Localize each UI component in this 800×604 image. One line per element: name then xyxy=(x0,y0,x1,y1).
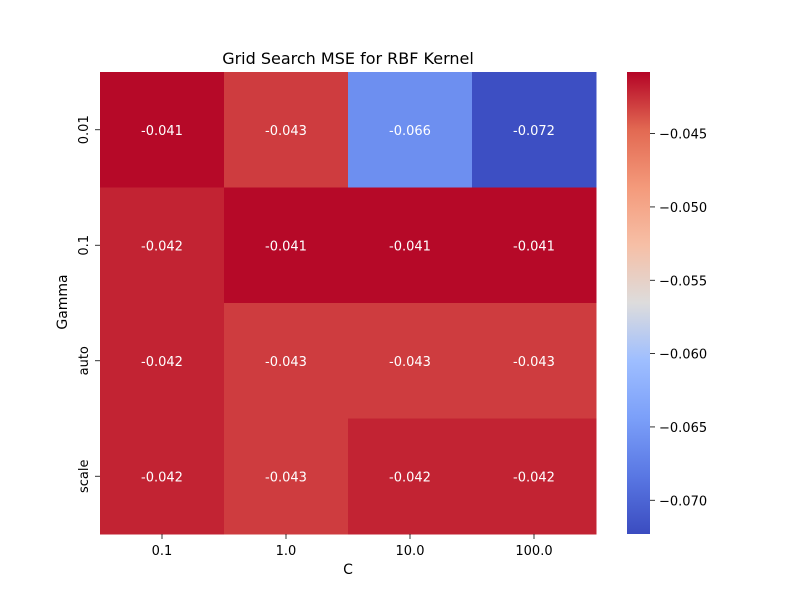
cell-value-label: -0.043 xyxy=(265,355,307,370)
heatmap-cell xyxy=(472,303,597,419)
heatmap-cell xyxy=(348,418,473,535)
colorbar-tick-label: −0.065 xyxy=(659,421,707,436)
heatmap-cell xyxy=(100,418,225,535)
heatmap-cells xyxy=(100,72,597,535)
heatmap-cell xyxy=(224,303,349,419)
colorbar-tick-label: −0.050 xyxy=(659,201,707,216)
cell-value-label: -0.042 xyxy=(513,470,555,485)
cell-value-label: -0.041 xyxy=(141,124,183,139)
y-axis-label: Gamma xyxy=(55,274,71,329)
heatmap-cell xyxy=(348,303,473,419)
heatmap-cell xyxy=(100,187,225,304)
x-tick-label: 1.0 xyxy=(276,544,297,559)
x-axis-ticks: 0.1 1.0 10.0 100.0 xyxy=(152,534,553,559)
cell-value-label: -0.042 xyxy=(141,239,183,254)
cell-value-label: -0.043 xyxy=(513,355,555,370)
cell-value-label: -0.066 xyxy=(389,124,431,139)
x-tick-label: 10.0 xyxy=(396,544,425,559)
cell-value-label: -0.042 xyxy=(389,470,431,485)
y-axis-ticks: 0.01 0.1 auto scale xyxy=(77,115,100,493)
x-tick-label: 0.1 xyxy=(152,544,173,559)
cell-value-label: -0.041 xyxy=(389,239,431,254)
cell-value-label: -0.041 xyxy=(513,239,555,254)
heatmap-cell xyxy=(472,72,597,188)
cell-value-label: -0.042 xyxy=(141,470,183,485)
heatmap-cell xyxy=(224,418,349,535)
chart-title: Grid Search MSE for RBF Kernel xyxy=(222,49,474,68)
colorbar xyxy=(627,72,650,534)
cell-value-label: -0.043 xyxy=(389,355,431,370)
cell-value-label: -0.043 xyxy=(265,124,307,139)
colorbar-tick-label: −0.060 xyxy=(659,348,707,363)
heatmap-cell xyxy=(100,303,225,419)
heatmap-cell xyxy=(472,418,597,535)
y-tick-label: auto xyxy=(77,346,92,375)
cell-value-label: -0.042 xyxy=(141,355,183,370)
colorbar-tick-label: −0.055 xyxy=(659,274,707,289)
x-tick-label: 100.0 xyxy=(515,544,552,559)
heatmap-cell xyxy=(348,187,473,304)
cell-value-label: -0.043 xyxy=(265,470,307,485)
cell-value-label: -0.072 xyxy=(513,124,555,139)
x-axis-label: C xyxy=(343,562,353,578)
heatmap-cell xyxy=(100,72,225,188)
y-tick-label: scale xyxy=(77,460,92,494)
heatmap-cell xyxy=(224,72,349,188)
colorbar-tick-label: −0.070 xyxy=(659,494,707,509)
heatmap-annotations: -0.041 -0.043 -0.066 -0.072 -0.042 -0.041 -0.0… xyxy=(141,124,555,486)
y-tick-label: 0.01 xyxy=(77,115,92,144)
heatmap-cell xyxy=(224,187,349,304)
y-tick-label: 0.1 xyxy=(77,235,92,256)
heatmap-cell xyxy=(472,187,597,304)
heatmap-cell xyxy=(348,72,473,188)
colorbar-tick-label: −0.045 xyxy=(659,128,707,143)
cell-value-label: -0.041 xyxy=(265,239,307,254)
colorbar-ticks: −0.070 −0.065 −0.060 −0.055 −0.050 −0.045 xyxy=(650,128,707,509)
